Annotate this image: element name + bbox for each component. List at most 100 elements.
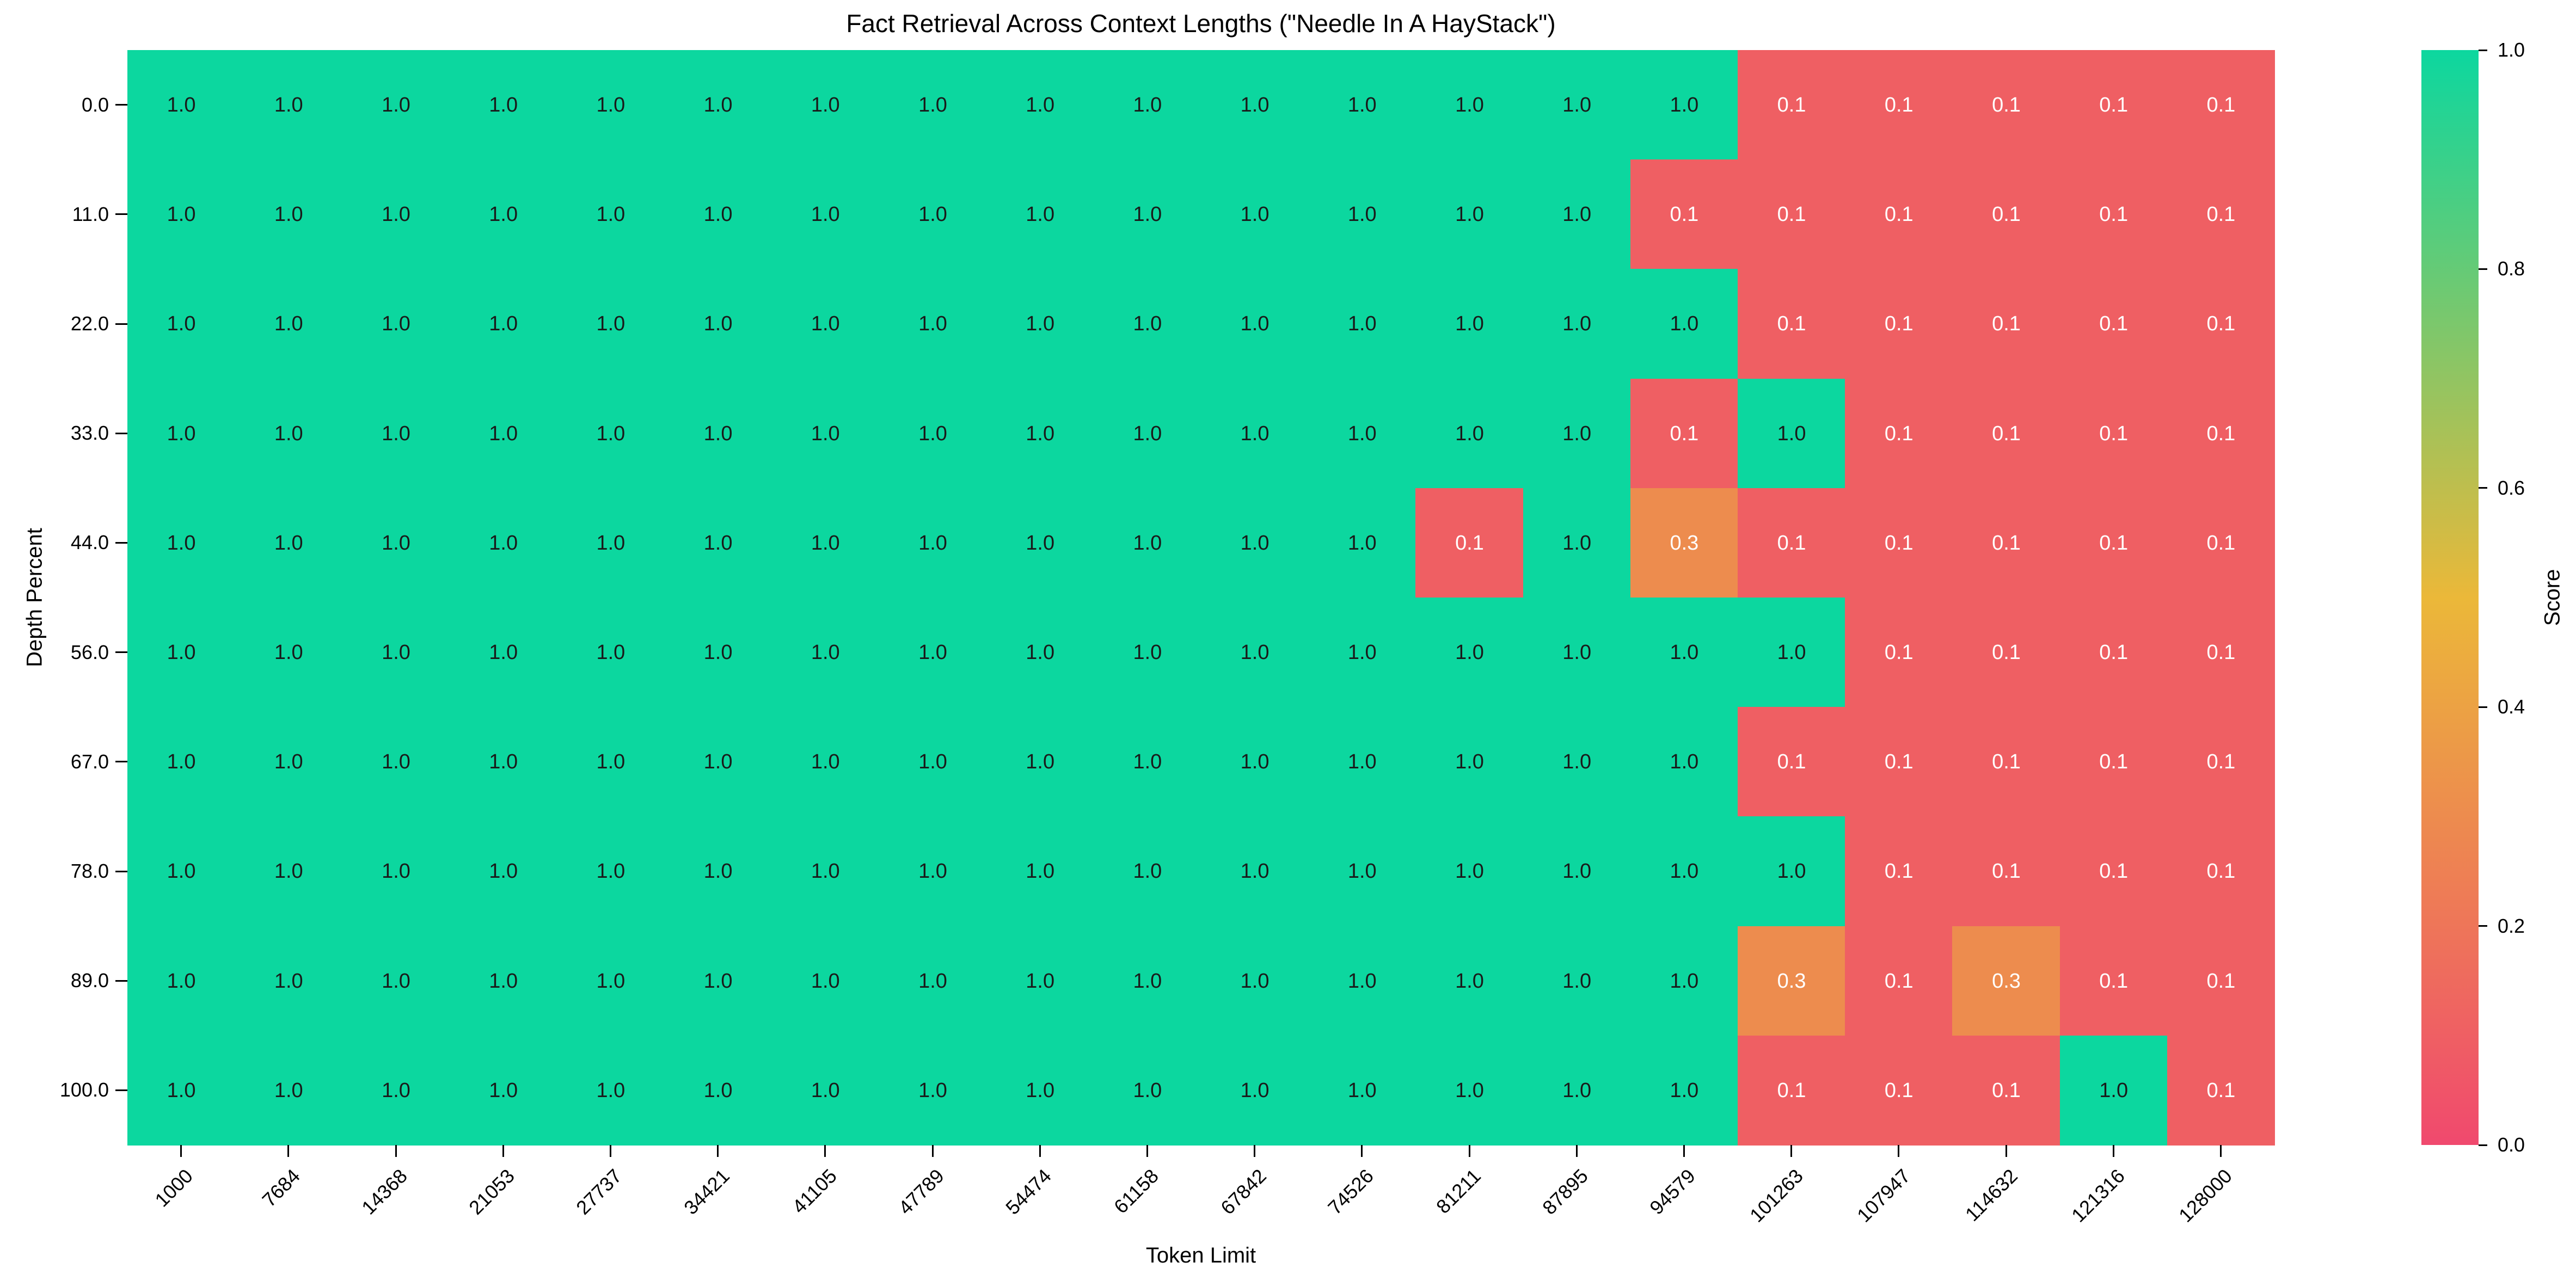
x-tick-label: 54474 (1001, 1165, 1056, 1219)
heatmap-cell: 0.1 (2167, 159, 2275, 270)
heatmap-cell: 1.0 (986, 378, 1094, 489)
heatmap-cell: 0.1 (2167, 378, 2275, 489)
heatmap-cell: 1.0 (127, 488, 236, 598)
heatmap-cell: 1.0 (556, 50, 665, 161)
heatmap-cell: 0.3 (1952, 926, 2060, 1036)
heatmap-cell: 1.0 (449, 816, 557, 927)
x-tick-mark (2112, 1145, 2114, 1157)
heatmap-cell: 1.0 (1523, 598, 1631, 708)
chart-title: Fact Retrieval Across Context Lengths ("… (846, 9, 1556, 38)
x-tick-mark (1468, 1145, 1470, 1157)
heatmap-cell: 1.0 (879, 598, 987, 708)
x-tick-label: 94579 (1645, 1165, 1700, 1219)
heatmap-cell: 1.0 (1738, 816, 1846, 927)
heatmap-cell: 1.0 (342, 598, 450, 708)
heatmap-cell: 1.0 (986, 269, 1094, 379)
heatmap-cell: 1.0 (556, 926, 665, 1036)
y-tick-mark (115, 541, 127, 544)
y-tick-mark (115, 1089, 127, 1091)
x-tick-label: 27737 (572, 1165, 627, 1219)
heatmap-cell: 1.0 (771, 1035, 880, 1146)
heatmap-cell: 1.0 (664, 707, 772, 817)
heatmap-cell: 1.0 (449, 598, 557, 708)
x-tick-label: 74526 (1323, 1165, 1378, 1219)
heatmap-cell: 1.0 (1415, 269, 1524, 379)
heatmap-cell: 0.1 (1845, 488, 1953, 598)
heatmap-cell: 0.1 (1630, 378, 1738, 489)
heatmap-cell: 1.0 (449, 488, 557, 598)
heatmap-cell: 1.0 (235, 378, 343, 489)
heatmap-cell: 1.0 (664, 378, 772, 489)
heatmap-cell: 0.1 (2059, 269, 2168, 379)
colorbar-tick-label: 0.4 (2498, 695, 2525, 718)
heatmap-cell: 1.0 (1201, 926, 1309, 1036)
heatmap-cell: 1.0 (1523, 488, 1631, 598)
heatmap-cell: 1.0 (879, 926, 987, 1036)
heatmap-cell: 1.0 (664, 488, 772, 598)
heatmap-cell: 1.0 (235, 707, 343, 817)
x-tick-mark (1683, 1145, 1685, 1157)
heatmap-cell: 1.0 (771, 378, 880, 489)
heatmap-cell: 0.1 (1845, 598, 1953, 708)
x-tick-mark (1790, 1145, 1793, 1157)
heatmap-cell: 1.0 (879, 488, 987, 598)
heatmap-cell: 1.0 (1093, 269, 1201, 379)
heatmap-cell: 1.0 (449, 50, 557, 161)
heatmap-cell: 1.0 (1415, 707, 1524, 817)
heatmap-cell: 1.0 (771, 159, 880, 270)
colorbar-tick-mark (2479, 487, 2487, 489)
heatmap-cell: 0.3 (1630, 488, 1738, 598)
y-tick-label: 89.0 (70, 969, 109, 992)
heatmap-cell: 0.1 (1845, 378, 1953, 489)
heatmap-cell: 0.1 (1952, 488, 2060, 598)
heatmap-cell: 1.0 (1201, 707, 1309, 817)
heatmap-cell: 0.1 (2167, 816, 2275, 927)
x-tick-label: 121316 (2067, 1165, 2130, 1227)
x-tick-mark (1146, 1145, 1148, 1157)
x-tick-mark (502, 1145, 504, 1157)
heatmap-cell: 0.1 (1952, 598, 2060, 708)
y-tick-label: 0.0 (81, 93, 109, 116)
heatmap-cell: 1.0 (1523, 1035, 1631, 1146)
heatmap-cell: 1.0 (1523, 159, 1631, 270)
heatmap-cell: 0.1 (1952, 816, 2060, 927)
heatmap-cell: 1.0 (1308, 488, 1416, 598)
heatmap-cell: 1.0 (1738, 598, 1846, 708)
heatmap-cell: 1.0 (879, 269, 987, 379)
heatmap-cell: 1.0 (986, 488, 1094, 598)
heatmap-cell: 1.0 (1093, 159, 1201, 270)
heatmap-cell: 0.1 (2059, 378, 2168, 489)
heatmap-cell: 0.1 (1738, 488, 1846, 598)
x-tick-label: 87895 (1538, 1165, 1593, 1219)
heatmap-cell: 1.0 (664, 50, 772, 161)
heatmap-cell: 0.1 (2059, 598, 2168, 708)
heatmap-cell: 1.0 (235, 926, 343, 1036)
heatmap-cell: 1.0 (1093, 378, 1201, 489)
heatmap-cell: 1.0 (879, 1035, 987, 1146)
heatmap-cell: 1.0 (1523, 378, 1631, 489)
heatmap-cell: 1.0 (1630, 598, 1738, 708)
heatmap-cell: 1.0 (771, 598, 880, 708)
y-tick-mark (115, 980, 127, 982)
heatmap-cell: 1.0 (986, 50, 1094, 161)
heatmap-cell: 0.1 (1952, 378, 2060, 489)
heatmap-cell: 1.0 (1308, 159, 1416, 270)
x-tick-mark (1575, 1145, 1578, 1157)
y-tick-mark (115, 761, 127, 763)
heatmap-cell: 1.0 (1201, 378, 1309, 489)
y-tick-mark (115, 104, 127, 106)
heatmap-cell: 1.0 (1523, 926, 1631, 1036)
heatmap-cell: 0.1 (2059, 50, 2168, 161)
heatmap-cell: 1.0 (449, 378, 557, 489)
heatmap-cell: 0.1 (2059, 488, 2168, 598)
heatmap-cell: 1.0 (127, 816, 236, 927)
heatmap-cell: 1.0 (449, 1035, 557, 1146)
heatmap-cell: 1.0 (235, 50, 343, 161)
heatmap-cell: 1.0 (342, 488, 450, 598)
heatmap-cell: 0.1 (1952, 1035, 2060, 1146)
heatmap-cell: 0.1 (2167, 598, 2275, 708)
y-tick-label: 11.0 (72, 202, 109, 225)
colorbar-tick-mark (2479, 925, 2487, 927)
heatmap-cell: 1.0 (986, 816, 1094, 927)
